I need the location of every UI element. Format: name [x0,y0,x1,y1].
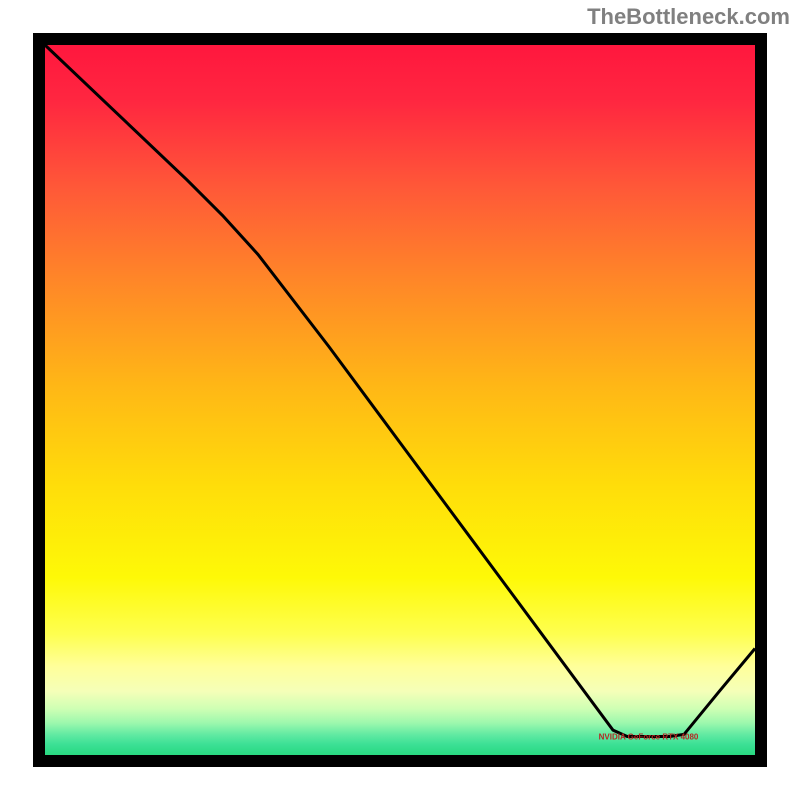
annotation-label: NVIDIA GeForce RTX 4080 [599,732,699,741]
plot-frame: NVIDIA GeForce RTX 4080 [33,33,767,767]
watermark-text: TheBottleneck.com [587,4,790,30]
curve-line [45,45,755,755]
bottleneck-curve [45,45,755,737]
chart-container: TheBottleneck.com NVIDIA GeForce RTX 408… [0,0,800,800]
